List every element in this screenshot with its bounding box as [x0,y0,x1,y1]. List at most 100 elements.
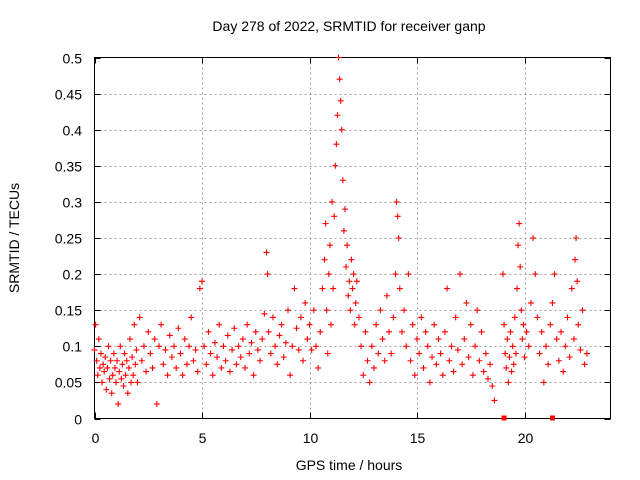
data-point [426,379,433,386]
grid-lines [94,57,611,419]
data-point [512,350,519,357]
data-point [246,350,253,357]
data-point [120,383,127,390]
data-point [199,278,205,285]
data-point [242,364,248,371]
data-point [337,97,344,104]
data-point [575,321,582,328]
data-point [463,299,470,306]
data-point [101,368,108,375]
data-point [103,386,110,393]
data-point [117,343,124,350]
data-point [95,336,102,343]
y-tick-label: 0.4 [63,123,83,139]
data-point [341,206,348,213]
data-point [322,220,329,227]
data-point [104,364,111,371]
data-point [264,271,271,278]
data-point [315,364,322,371]
data-point [409,321,416,328]
data-point [532,271,539,278]
x-tick-label: 0 [92,430,100,446]
data-point [312,343,319,350]
data-point [511,314,518,321]
data-point [429,354,436,361]
data-point [123,357,130,364]
data-point [125,364,132,371]
data-point [343,263,350,270]
data-point [344,242,351,249]
data-point [338,126,345,133]
data-point [201,343,208,350]
data-point [555,357,562,364]
data-point [351,321,358,328]
data-point [254,346,261,353]
data-point [489,383,496,390]
data-point [536,350,543,357]
data-point [396,285,403,292]
data-point [515,242,522,249]
x-tick-label: 5 [199,430,207,446]
y-tick-label: 0.25 [55,231,82,247]
x-axis-label: GPS time / hours [296,457,403,473]
data-point [332,162,339,169]
data-point [348,256,355,263]
data-point [171,343,178,350]
data-point [121,350,128,357]
data-point [259,336,266,343]
data-point [518,307,525,314]
data-point [583,350,590,357]
data-point [398,328,405,335]
data-point [444,285,451,292]
data-point [364,357,371,364]
y-tick-label: 0.45 [55,87,82,103]
data-point [119,361,126,368]
data-point [525,343,532,350]
data-point [433,361,440,368]
data-point-zero [501,415,507,421]
chart-title: Day 278 of 2022, SRMTID for receiver gan… [212,18,485,34]
data-point [297,314,304,321]
data-point [509,343,516,350]
data-point [99,379,106,386]
data-point [265,328,272,335]
data-point [484,375,491,382]
data-point [126,336,133,343]
data-point [577,346,584,353]
data-point [323,307,330,314]
data-point [289,343,296,350]
data-point [134,379,141,386]
data-point [181,336,188,343]
data-point [108,390,115,397]
data-point [547,321,554,328]
data-point [131,321,138,328]
data-point [510,361,517,368]
data-point [459,361,466,368]
data-point [203,361,210,368]
data-point [175,325,182,332]
data-point [513,285,520,292]
data-point [377,307,384,314]
data-point [129,354,136,361]
data-point [272,343,279,350]
data-point [109,372,116,379]
data-point [97,350,104,357]
data-point [293,325,300,332]
data-point [276,332,283,339]
data-point [562,343,569,350]
data-point [381,357,388,364]
data-point [560,368,567,375]
data-point [128,379,135,386]
data-point [280,354,287,361]
data-point [304,336,311,343]
data-point [252,328,259,335]
data-point [346,278,353,285]
data-point [147,350,154,357]
data-point [467,321,474,328]
data-point [504,336,511,343]
data-point [158,321,165,328]
data-point [520,321,527,328]
data-point [392,271,399,278]
data-point [350,271,357,278]
